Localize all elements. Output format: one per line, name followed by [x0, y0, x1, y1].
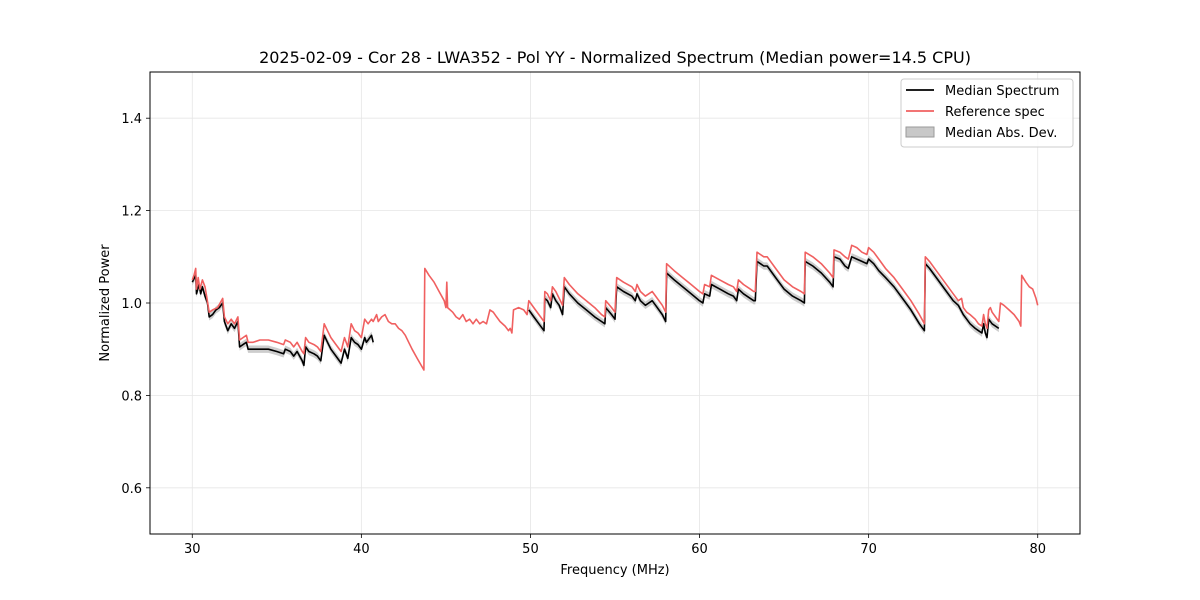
legend-mad-swatch [905, 126, 935, 138]
x-tick-label: 50 [522, 542, 539, 557]
x-tick-label: 80 [1029, 542, 1046, 557]
y-tick-label: 0.8 [121, 389, 142, 404]
y-axis-label: Normalized Power [98, 244, 113, 362]
y-tick-label: 1.4 [121, 112, 142, 127]
ticks: 30 40 50 60 70 80 0.6 0.8 1.0 1.2 1.4 [121, 112, 1046, 557]
reference-spec-line [191, 244, 1039, 371]
chart-title: 2025-02-09 - Cor 28 - LWA352 - Pol YY - … [259, 48, 971, 67]
x-tick-label: 70 [860, 542, 877, 557]
legend-mad-label: Median Abs. Dev. [945, 126, 1057, 141]
mad-band [528, 253, 999, 342]
x-tick-label: 40 [353, 542, 370, 557]
x-axis-label: Frequency (MHz) [560, 563, 669, 578]
legend-reference-label: Reference spec [945, 105, 1045, 120]
y-tick-label: 1.0 [121, 297, 142, 312]
legend-median-label: Median Spectrum [945, 84, 1059, 99]
x-tick-label: 30 [184, 542, 201, 557]
y-tick-label: 1.2 [121, 205, 142, 220]
y-tick-label: 0.6 [121, 482, 142, 497]
legend: Median Spectrum Reference spec Median Ab… [900, 78, 1074, 148]
median-spectrum-line [191, 274, 374, 367]
legend-box [900, 78, 1074, 148]
x-tick-label: 60 [691, 542, 708, 557]
series-layer [191, 244, 1039, 371]
median-spectrum-line [528, 256, 1000, 339]
